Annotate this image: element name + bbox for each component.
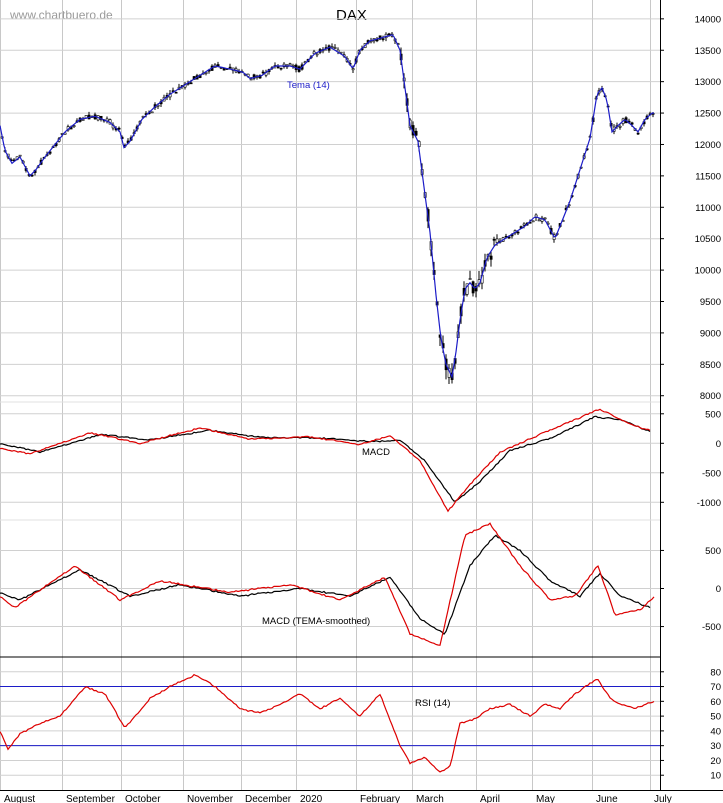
tema-label: Tema (14)	[287, 80, 330, 91]
y-tick-label: 70	[710, 682, 721, 693]
candle-body	[18, 154, 22, 157]
candle-body	[387, 33, 391, 36]
y-tick-label: 10000	[695, 266, 721, 277]
candle-body	[117, 127, 121, 130]
y-tick-label: 20	[710, 756, 721, 767]
y-tick-label: 8500	[700, 360, 721, 371]
candle-body	[351, 68, 355, 71]
candle-body	[468, 278, 472, 280]
candle-body	[618, 125, 622, 128]
month-label: August	[4, 794, 35, 803]
month-label: 2020	[300, 794, 323, 803]
y-tick-label: 10	[710, 771, 721, 782]
month-label: April	[480, 794, 500, 803]
candle-body	[204, 72, 208, 74]
candle-body	[495, 238, 499, 243]
y-tick-label: -500	[702, 622, 721, 633]
month-label: October	[125, 794, 161, 803]
candle-body	[72, 125, 76, 127]
month-label: June	[596, 794, 618, 803]
y-tick-label: 12500	[695, 109, 721, 120]
candle-body	[81, 119, 85, 121]
candle-body	[150, 111, 154, 114]
candle-body	[189, 82, 193, 85]
y-tick-label: 0	[716, 584, 721, 595]
indicator-label: MACD	[362, 447, 390, 458]
indicator-line	[0, 534, 651, 636]
tema-line	[0, 34, 654, 379]
candle-body	[534, 214, 538, 218]
candle-body	[543, 217, 547, 220]
candle-body	[174, 91, 178, 94]
month-label: July	[654, 794, 672, 803]
candle-body	[537, 219, 541, 222]
chart-title: DAX	[336, 7, 367, 24]
candle-body	[474, 286, 478, 292]
y-tick-label: 500	[705, 409, 721, 420]
candle-body	[288, 63, 292, 66]
y-tick-label: 30	[710, 741, 721, 752]
month-label: May	[536, 794, 555, 803]
indicator-line	[0, 408, 651, 513]
y-tick-label: -1000	[697, 498, 721, 509]
candle-body	[249, 78, 253, 81]
y-tick-label: 40	[710, 726, 721, 737]
candle-body	[261, 71, 265, 74]
y-tick-label: 9000	[700, 328, 721, 339]
candle-body	[339, 51, 343, 54]
month-label: September	[66, 794, 116, 803]
y-tick-label: 11000	[695, 203, 721, 214]
candle-body	[315, 53, 319, 56]
candle-body	[414, 130, 418, 136]
y-tick-label: -500	[702, 468, 721, 479]
candle-body	[522, 223, 526, 226]
candle-body	[636, 132, 640, 135]
indicator-label: MACD (TEMA-smoothed)	[262, 616, 370, 627]
month-label: December	[245, 794, 292, 803]
y-tick-label: 80	[710, 667, 721, 678]
y-tick-label: 13500	[695, 46, 721, 57]
y-tick-label: 60	[710, 697, 721, 708]
candle-body	[516, 231, 520, 234]
candle-body	[333, 47, 337, 49]
y-tick-label: 12000	[695, 140, 721, 151]
indicator-line	[0, 415, 651, 502]
y-tick-label: 13000	[695, 77, 721, 88]
candle-body	[228, 66, 232, 69]
month-label: March	[416, 794, 444, 803]
y-tick-label: 14000	[695, 14, 721, 25]
y-tick-label: 0	[716, 439, 721, 450]
indicator-line	[0, 522, 655, 646]
candle-body	[279, 67, 283, 70]
y-tick-label: 500	[705, 546, 721, 557]
candle-body	[381, 38, 385, 40]
y-tick-label: 8000	[700, 391, 721, 402]
y-tick-label: 11500	[695, 171, 721, 182]
candle-body	[489, 255, 493, 260]
candle-body	[630, 122, 634, 125]
candle-body	[492, 238, 496, 241]
month-label: February	[360, 794, 400, 803]
indicator-label: RSI (14)	[415, 698, 450, 709]
candle-body	[531, 220, 535, 223]
y-tick-label: 50	[710, 712, 721, 723]
indicator-line	[0, 673, 655, 773]
y-tick-label: 10500	[695, 234, 721, 245]
month-label: November	[187, 794, 234, 803]
y-tick-label: 9500	[700, 297, 721, 308]
